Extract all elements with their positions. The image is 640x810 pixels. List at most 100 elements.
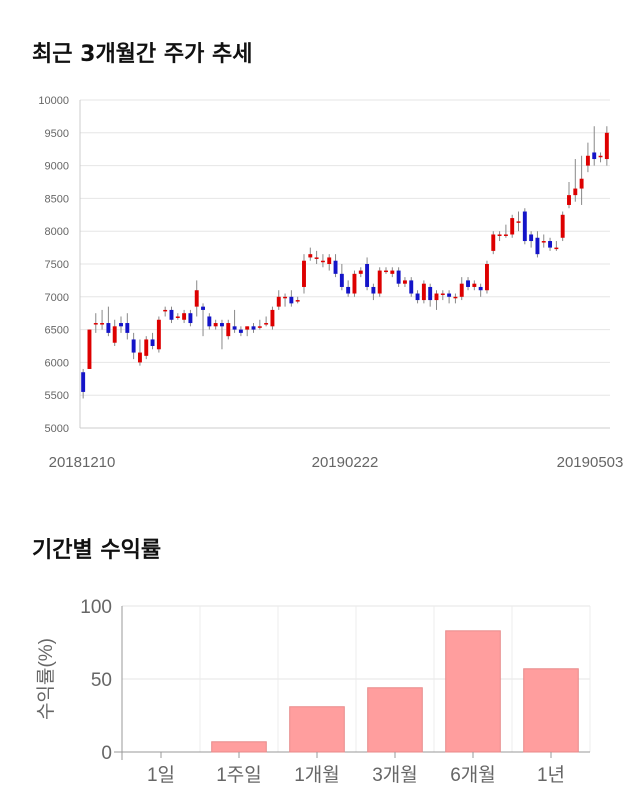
return-bar <box>523 668 579 753</box>
return-x-tick-label: 1년 <box>537 764 565 786</box>
candle-body <box>125 323 130 333</box>
candle-body <box>567 195 571 205</box>
candle-body <box>440 293 445 296</box>
return-x-tick-label: 1주일 <box>216 764 262 786</box>
candle-body <box>409 280 414 294</box>
period-return-title: 기간별 수익률 <box>32 538 162 563</box>
candle-body <box>352 273 357 294</box>
candle-body <box>447 293 452 297</box>
price-y-tick-label: 5000 <box>45 423 69 435</box>
candle-body <box>516 221 521 223</box>
candle-body <box>421 283 426 301</box>
price-y-tick-label: 10000 <box>38 95 69 107</box>
candle-body <box>510 218 515 235</box>
candle-body <box>497 234 502 236</box>
candle-body <box>327 257 332 264</box>
candle-body <box>529 234 534 242</box>
candle-body <box>257 326 262 328</box>
candle-body <box>472 283 477 287</box>
candle-body <box>81 372 86 392</box>
candle-body <box>346 286 351 294</box>
candle-body <box>592 152 597 160</box>
candle-body <box>156 319 161 350</box>
return-x-tick-label: 6개월 <box>450 764 496 786</box>
return-x-tick-label: 1일 <box>147 764 175 786</box>
candle-body <box>333 260 338 274</box>
price-y-tick-label: 7500 <box>45 259 69 271</box>
candle-body <box>194 290 199 307</box>
candle-body <box>573 188 578 196</box>
candle-body <box>320 260 325 263</box>
candle-body <box>276 296 281 307</box>
candle-body <box>428 286 433 301</box>
candle-body <box>415 293 420 301</box>
price-y-tick-label: 9500 <box>45 128 69 140</box>
return-y-tick-label: 100 <box>80 597 112 618</box>
candle-body <box>308 254 313 258</box>
candle-body <box>377 270 382 294</box>
candle-body <box>100 323 105 325</box>
candle-body <box>150 339 155 346</box>
price-y-tick-label: 6500 <box>45 325 69 337</box>
candle-body <box>238 329 243 333</box>
candle-body <box>453 296 458 299</box>
candle-body <box>163 309 168 312</box>
price-y-tick-label: 8500 <box>45 193 69 205</box>
candle-body <box>270 309 275 327</box>
candle-body <box>535 237 540 255</box>
candle-body <box>434 293 439 301</box>
return-bar <box>211 741 267 753</box>
candle-body <box>119 323 123 327</box>
return-x-tick-label: 3개월 <box>372 764 418 786</box>
candle-body <box>93 323 98 325</box>
candle-body <box>598 155 603 158</box>
candle-body <box>548 241 553 248</box>
candle-body <box>175 316 180 318</box>
candle-body <box>339 273 344 287</box>
price-x-tick-label: 20190222 <box>312 454 379 471</box>
candle-body <box>283 296 288 299</box>
candle-body <box>503 234 508 236</box>
candle-body <box>182 313 187 320</box>
candle-body <box>264 323 269 325</box>
candle-body <box>245 326 250 330</box>
price-y-tick-label: 9000 <box>45 161 69 173</box>
candle-body <box>390 270 395 274</box>
candle-body <box>371 286 376 294</box>
return-bar <box>445 630 501 753</box>
candle-body <box>365 264 370 287</box>
candle-body <box>169 309 174 320</box>
return-y-tick-label: 0 <box>101 743 112 764</box>
return-x-tick-label: 1개월 <box>294 764 340 786</box>
candle-body <box>604 132 609 160</box>
candle-body <box>131 339 136 353</box>
price-y-tick-label: 5500 <box>45 390 69 402</box>
candle-body <box>188 313 193 324</box>
price-trend-title: 최근 3개월간 주가 추세 <box>32 42 253 67</box>
candle-body <box>289 296 294 304</box>
candle-body <box>232 326 237 330</box>
candle-body <box>459 283 464 297</box>
candle-body <box>579 178 584 189</box>
candle-body <box>560 214 565 238</box>
price-x-tick-label: 20181210 <box>49 454 116 471</box>
candle-body <box>522 211 527 242</box>
candle-body <box>112 326 117 343</box>
candle-body <box>396 270 401 284</box>
candle-body <box>295 300 300 302</box>
return-bar <box>289 706 345 753</box>
candle-body <box>137 352 142 363</box>
candle-body <box>384 270 388 273</box>
candle-body <box>554 247 559 250</box>
return-y-tick-label: 50 <box>91 670 112 691</box>
return-y-axis-label: 수익률(%) <box>35 638 57 720</box>
candle-body <box>87 329 92 369</box>
price-x-tick-label: 20190503 <box>557 454 624 471</box>
candle-body <box>226 323 231 337</box>
candle-body <box>106 323 111 333</box>
price-y-tick-label: 8000 <box>45 226 69 238</box>
candle-body <box>201 306 205 310</box>
candle-body <box>213 323 218 327</box>
